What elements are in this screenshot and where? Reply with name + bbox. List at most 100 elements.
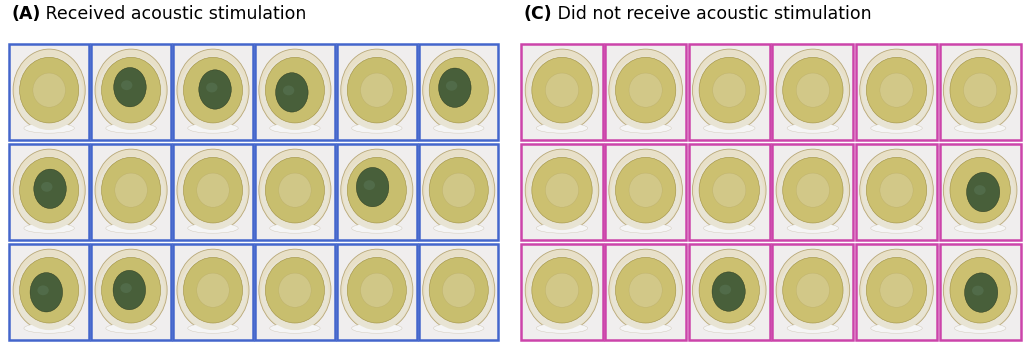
Ellipse shape [187, 323, 239, 333]
Ellipse shape [527, 156, 597, 230]
FancyBboxPatch shape [255, 44, 335, 140]
Ellipse shape [425, 156, 493, 230]
Ellipse shape [862, 56, 931, 130]
Ellipse shape [787, 223, 839, 233]
Ellipse shape [699, 157, 760, 223]
Text: (C): (C) [523, 5, 552, 23]
Ellipse shape [442, 173, 475, 207]
Ellipse shape [609, 49, 682, 131]
Ellipse shape [269, 223, 321, 233]
Ellipse shape [259, 249, 331, 331]
Ellipse shape [15, 156, 83, 230]
Ellipse shape [611, 156, 680, 230]
Ellipse shape [101, 57, 161, 123]
Ellipse shape [860, 249, 933, 331]
Text: Did not receive acoustic stimulation: Did not receive acoustic stimulation [552, 5, 871, 23]
Ellipse shape [95, 49, 167, 131]
Ellipse shape [537, 123, 588, 133]
Ellipse shape [615, 157, 676, 223]
Ellipse shape [778, 156, 848, 230]
Ellipse shape [347, 257, 407, 323]
FancyBboxPatch shape [9, 44, 89, 140]
FancyBboxPatch shape [772, 144, 853, 240]
Ellipse shape [15, 56, 83, 130]
Ellipse shape [692, 249, 766, 331]
FancyBboxPatch shape [337, 244, 417, 340]
FancyBboxPatch shape [173, 44, 253, 140]
Ellipse shape [15, 256, 83, 330]
Ellipse shape [261, 156, 329, 230]
Ellipse shape [121, 283, 132, 293]
Ellipse shape [862, 256, 931, 330]
FancyBboxPatch shape [689, 44, 770, 140]
Ellipse shape [531, 57, 592, 123]
FancyBboxPatch shape [9, 244, 89, 340]
Ellipse shape [19, 57, 79, 123]
Ellipse shape [269, 323, 321, 333]
Ellipse shape [609, 149, 682, 231]
FancyBboxPatch shape [856, 144, 937, 240]
FancyBboxPatch shape [940, 244, 1021, 340]
Ellipse shape [24, 323, 75, 333]
FancyBboxPatch shape [91, 144, 171, 240]
Text: Received acoustic stimulation: Received acoustic stimulation [40, 5, 306, 23]
FancyBboxPatch shape [605, 144, 686, 240]
FancyBboxPatch shape [419, 144, 499, 240]
FancyBboxPatch shape [419, 244, 499, 340]
Ellipse shape [360, 73, 393, 107]
FancyBboxPatch shape [605, 244, 686, 340]
Ellipse shape [880, 273, 913, 307]
FancyBboxPatch shape [91, 44, 171, 140]
Ellipse shape [433, 223, 484, 233]
Ellipse shape [866, 257, 927, 323]
Ellipse shape [423, 49, 495, 131]
Ellipse shape [531, 157, 592, 223]
Ellipse shape [797, 73, 829, 107]
Ellipse shape [527, 256, 597, 330]
Ellipse shape [429, 157, 488, 223]
Ellipse shape [261, 256, 329, 330]
Ellipse shape [197, 273, 229, 307]
Ellipse shape [101, 157, 161, 223]
Ellipse shape [429, 257, 488, 323]
Ellipse shape [787, 323, 839, 333]
Ellipse shape [972, 286, 984, 296]
FancyBboxPatch shape [605, 44, 686, 140]
Ellipse shape [177, 49, 249, 131]
Ellipse shape [860, 149, 933, 231]
Ellipse shape [259, 149, 331, 231]
Ellipse shape [943, 149, 1017, 231]
Ellipse shape [423, 249, 495, 331]
Ellipse shape [620, 323, 672, 333]
FancyBboxPatch shape [173, 244, 253, 340]
Ellipse shape [699, 257, 760, 323]
Ellipse shape [546, 273, 579, 307]
Ellipse shape [965, 273, 997, 312]
Ellipse shape [620, 123, 672, 133]
Ellipse shape [694, 156, 764, 230]
Ellipse shape [275, 73, 308, 112]
Ellipse shape [187, 123, 239, 133]
Ellipse shape [699, 57, 760, 123]
Ellipse shape [950, 257, 1011, 323]
Ellipse shape [797, 173, 829, 207]
Ellipse shape [862, 156, 931, 230]
FancyBboxPatch shape [173, 144, 253, 240]
Ellipse shape [860, 49, 933, 131]
Ellipse shape [283, 86, 294, 95]
Ellipse shape [787, 123, 839, 133]
Ellipse shape [19, 157, 79, 223]
FancyBboxPatch shape [255, 244, 335, 340]
FancyBboxPatch shape [856, 244, 937, 340]
Ellipse shape [121, 80, 132, 90]
Ellipse shape [34, 169, 67, 208]
FancyBboxPatch shape [856, 44, 937, 140]
Ellipse shape [720, 285, 731, 294]
Ellipse shape [629, 173, 663, 207]
FancyBboxPatch shape [337, 44, 417, 140]
Ellipse shape [423, 149, 495, 231]
Ellipse shape [974, 185, 986, 195]
Ellipse shape [880, 173, 913, 207]
Ellipse shape [30, 273, 62, 312]
Ellipse shape [776, 249, 850, 331]
